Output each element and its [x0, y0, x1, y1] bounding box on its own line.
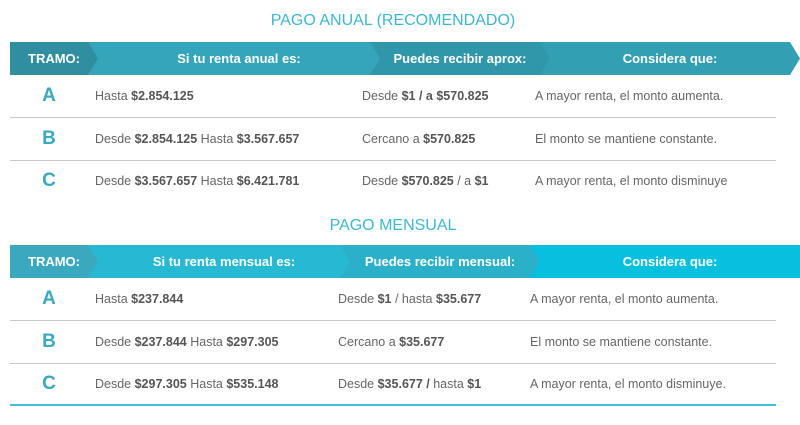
recibir-cell: Cercano a $570.825	[362, 118, 532, 160]
amount: $35.677 /	[377, 377, 434, 391]
amount: $35.677	[436, 292, 482, 306]
renta-cell: Desde $297.305 Hasta $535.148	[95, 363, 335, 405]
text: Desde	[338, 377, 378, 391]
amount: $297.305	[134, 377, 187, 391]
amount: $1 / a $570.825	[401, 89, 489, 103]
amount: $1	[377, 292, 392, 306]
text: Desde	[338, 292, 378, 306]
considera-cell: A mayor renta, el monto disminuye	[535, 174, 728, 188]
table-row: C Desde $3.567.657 Hasta $6.421.781 Desde …	[10, 160, 776, 202]
considera-cell: A mayor renta, el monto disminuye.	[530, 377, 726, 391]
amount: $35.677	[399, 334, 445, 349]
text: Desde	[362, 174, 402, 188]
considera-cell: El monto se mantiene constante.	[530, 334, 713, 349]
text: Hasta	[197, 174, 237, 188]
header-tramo: TRAMO:	[10, 42, 98, 75]
text: Desde	[95, 334, 135, 349]
text: Hasta	[197, 131, 237, 146]
tramo-letter: B	[42, 330, 56, 352]
amount: $570.825	[401, 174, 454, 188]
renta-cell: Hasta $2.854.125	[95, 75, 360, 117]
recibir-cell: Desde $570.825 / a $1	[362, 160, 532, 202]
table-row: B Desde $237.844 Hasta $297.305 Cercano a …	[10, 321, 776, 364]
amount: $2.854.125	[131, 89, 194, 103]
recibir-cell: Desde $1 / a $570.825	[362, 75, 532, 117]
header-tramo: TRAMO:	[10, 245, 98, 278]
tramo-letter: A	[42, 288, 56, 309]
recibir-cell: Desde $35.677 / hasta $1	[338, 363, 528, 405]
amount: $2.854.125	[134, 131, 198, 146]
text: Desde	[362, 89, 402, 103]
text: Desde	[95, 377, 135, 391]
tramo-letter: C	[42, 170, 56, 191]
text: Hasta	[186, 334, 227, 349]
renta-cell: Hasta $237.844	[95, 278, 335, 320]
text: Cercano a	[362, 131, 424, 146]
amount: $535.148	[226, 377, 279, 391]
table-row: A Hasta $237.844 Desde $1 / hasta $35.677 A…	[10, 278, 776, 321]
renta-cell: Desde $3.567.657 Hasta $6.421.781	[95, 160, 360, 202]
text: Hasta	[186, 377, 227, 391]
text: hasta	[433, 377, 468, 391]
table-row: A Hasta $2.854.125 Desde $1 / a $570.825 A …	[10, 75, 776, 118]
text: Desde	[95, 131, 135, 146]
header-recibir: Puedes recibir aprox:	[360, 42, 550, 75]
table-header: Considera que: Puedes recibir aprox: Si tu…	[10, 42, 790, 75]
amount: $1	[467, 377, 482, 391]
amount: $570.825	[423, 131, 476, 146]
table-header: Considera que: Puedes recibir mensual: Si …	[10, 245, 790, 278]
text: Cercano a	[338, 334, 400, 349]
table-row: C Desde $297.305 Hasta $535.148 Desde $35.…	[10, 363, 776, 405]
recibir-cell: Desde $1 / hasta $35.677	[338, 278, 528, 320]
tramo-letter: C	[42, 373, 56, 394]
header-renta: Si tu renta mensual es:	[88, 245, 350, 278]
text: / a	[453, 174, 475, 188]
table-title: PAGO ANUAL (RECOMENDADO)	[270, 12, 516, 29]
amount: $1	[474, 174, 489, 188]
text: Hasta	[95, 89, 132, 103]
table-row: B Desde $2.854.125 Hasta $3.567.657 Cercan…	[10, 118, 776, 161]
renta-cell: Desde $237.844 Hasta $297.305	[95, 321, 335, 363]
header-considera: Considera que:	[520, 245, 800, 278]
table-bottom-line	[10, 404, 776, 406]
recibir-cell: Cercano a $35.677	[338, 321, 528, 363]
amount: $237.844	[131, 292, 184, 306]
amount: $3.567.657	[236, 131, 300, 146]
header-renta: Si tu renta anual es:	[88, 42, 380, 75]
header-considera: Considera que:	[530, 42, 800, 75]
considera-cell: A mayor renta, el monto aumenta.	[530, 292, 719, 306]
amount: $297.305	[226, 334, 279, 349]
renta-cell: Desde $2.854.125 Hasta $3.567.657	[95, 118, 360, 160]
header-recibir: Puedes recibir mensual:	[330, 245, 540, 278]
text: Desde	[95, 174, 135, 188]
text: Hasta	[95, 292, 132, 306]
tramo-letter: A	[42, 85, 56, 106]
amount: $6.421.781	[236, 174, 300, 188]
considera-cell: El monto se mantiene constante.	[535, 131, 718, 146]
considera-cell: A mayor renta, el monto aumenta.	[535, 89, 724, 103]
tramo-letter: B	[42, 127, 56, 149]
text: / hasta	[391, 292, 436, 306]
amount: $237.844	[134, 334, 187, 349]
table-title: PAGO MENSUAL	[329, 217, 457, 234]
amount: $3.567.657	[134, 174, 198, 188]
